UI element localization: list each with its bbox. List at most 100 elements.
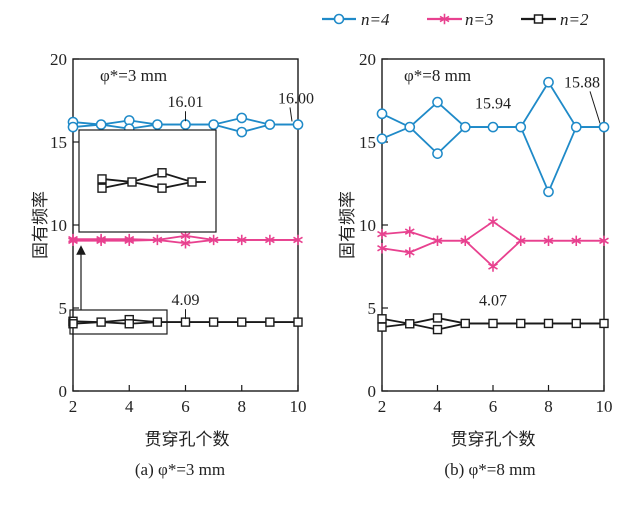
data-point — [432, 324, 443, 335]
subtitle-a: φ*=3 mm — [100, 66, 167, 85]
x-tick-label: 2 — [378, 397, 387, 416]
annotations-b: 15.94 15.88 4.07 — [475, 74, 601, 309]
data-point — [376, 133, 388, 145]
data-point — [152, 234, 163, 246]
data-point — [152, 317, 163, 327]
y-tick-label: 10 — [50, 216, 67, 235]
data-point — [293, 317, 303, 327]
data-point — [376, 108, 388, 120]
data-point — [460, 235, 471, 246]
series-n4 — [67, 112, 304, 138]
data-point — [377, 228, 387, 240]
data-point — [68, 235, 78, 246]
data-point — [152, 119, 163, 130]
y-tick-label: 5 — [59, 299, 68, 318]
data-label: 15.88 — [564, 74, 600, 91]
legend-star-mark — [439, 13, 450, 25]
x-axis-label-a: 贯穿孔个数 — [145, 430, 230, 450]
inset-point — [127, 177, 137, 187]
data-point — [236, 126, 248, 138]
data-point — [487, 121, 499, 133]
data-point — [488, 216, 498, 227]
data-point — [432, 313, 443, 323]
data-point — [124, 319, 134, 329]
data-point — [571, 235, 582, 246]
data-point — [543, 76, 554, 88]
data-label: 15.94 — [475, 95, 511, 112]
series-n3 — [68, 230, 303, 249]
data-point — [293, 234, 303, 246]
x-tick-label: 4 — [433, 397, 442, 416]
data-point — [377, 322, 387, 332]
data-point — [237, 317, 247, 327]
data-point — [236, 234, 247, 246]
annotations-a: 16.01 16.00 4.09 — [168, 90, 314, 320]
data-point — [404, 247, 415, 258]
axes-a: 0 5 10 15 20 2 4 6 8 10 — [50, 50, 307, 416]
legend-item-n3: n=3 — [427, 10, 493, 29]
annotation-leader — [589, 91, 601, 124]
x-tick-label: 8 — [544, 397, 553, 416]
panel-b: φ*=8 mm 0 5 10 15 20 2 4 6 8 10 15.94 15.88 4.07 固有… — [338, 50, 613, 479]
data-point — [67, 121, 79, 133]
data-point — [459, 121, 471, 133]
data-label: 16.01 — [168, 94, 204, 111]
annotation-leader — [289, 107, 293, 122]
data-point — [404, 121, 416, 133]
x-tick-label: 4 — [125, 397, 134, 416]
inset-zoom-plot — [97, 168, 206, 193]
data-point — [377, 243, 387, 254]
data-point — [208, 234, 219, 246]
x-tick-label: 6 — [181, 397, 190, 416]
caption-b: (b) φ*=8 mm — [444, 460, 535, 479]
y-axis-label-a: 固有频率 — [31, 191, 51, 259]
data-point — [543, 186, 554, 198]
data-point — [292, 119, 304, 130]
axes-b: 0 5 10 15 20 2 4 6 8 10 — [359, 50, 613, 416]
x-tick-label: 10 — [596, 397, 613, 416]
inset-point — [187, 177, 197, 187]
series-n2 — [68, 314, 303, 329]
legend-label-n4: n=4 — [361, 10, 390, 29]
legend-label-n2: n=2 — [560, 10, 589, 29]
legend: n=4 n=3 n=2 — [322, 10, 589, 29]
data-point — [516, 318, 526, 329]
data-point — [599, 318, 609, 329]
y-tick-label: 15 — [359, 133, 376, 152]
data-label: 4.09 — [172, 292, 200, 309]
data-point — [208, 317, 219, 327]
y-tick-label: 0 — [368, 382, 377, 401]
x-tick-label: 6 — [489, 397, 498, 416]
zoom-region-box — [69, 309, 168, 335]
data-point — [96, 317, 106, 327]
series-n2 — [377, 313, 609, 335]
data-point — [515, 235, 526, 246]
data-point — [377, 314, 387, 324]
y-tick-label: 20 — [359, 50, 376, 69]
legend-marker-square — [533, 14, 544, 24]
inset-line-lower — [101, 181, 193, 190]
data-point — [432, 148, 443, 159]
data-point — [208, 119, 219, 130]
data-point — [124, 235, 135, 246]
inset-point — [157, 168, 167, 178]
data-point — [180, 119, 191, 130]
data-point — [264, 119, 276, 130]
data-point — [265, 317, 275, 327]
data-point — [599, 235, 609, 246]
data-point — [598, 121, 610, 133]
data-point — [68, 319, 78, 329]
y-axis-label-b: 固有频率 — [338, 191, 358, 259]
data-point — [404, 226, 415, 237]
data-point — [570, 121, 582, 133]
data-point — [460, 318, 470, 329]
data-point — [236, 112, 248, 124]
legend-marker-circle — [333, 13, 345, 25]
legend-item-n4: n=4 — [322, 10, 390, 29]
legend-item-n2: n=2 — [521, 10, 589, 29]
data-point — [543, 318, 554, 329]
y-tick-label: 10 — [359, 216, 376, 235]
y-tick-label: 20 — [50, 50, 67, 69]
series-line-lower — [381, 126, 604, 195]
data-point — [488, 318, 498, 329]
